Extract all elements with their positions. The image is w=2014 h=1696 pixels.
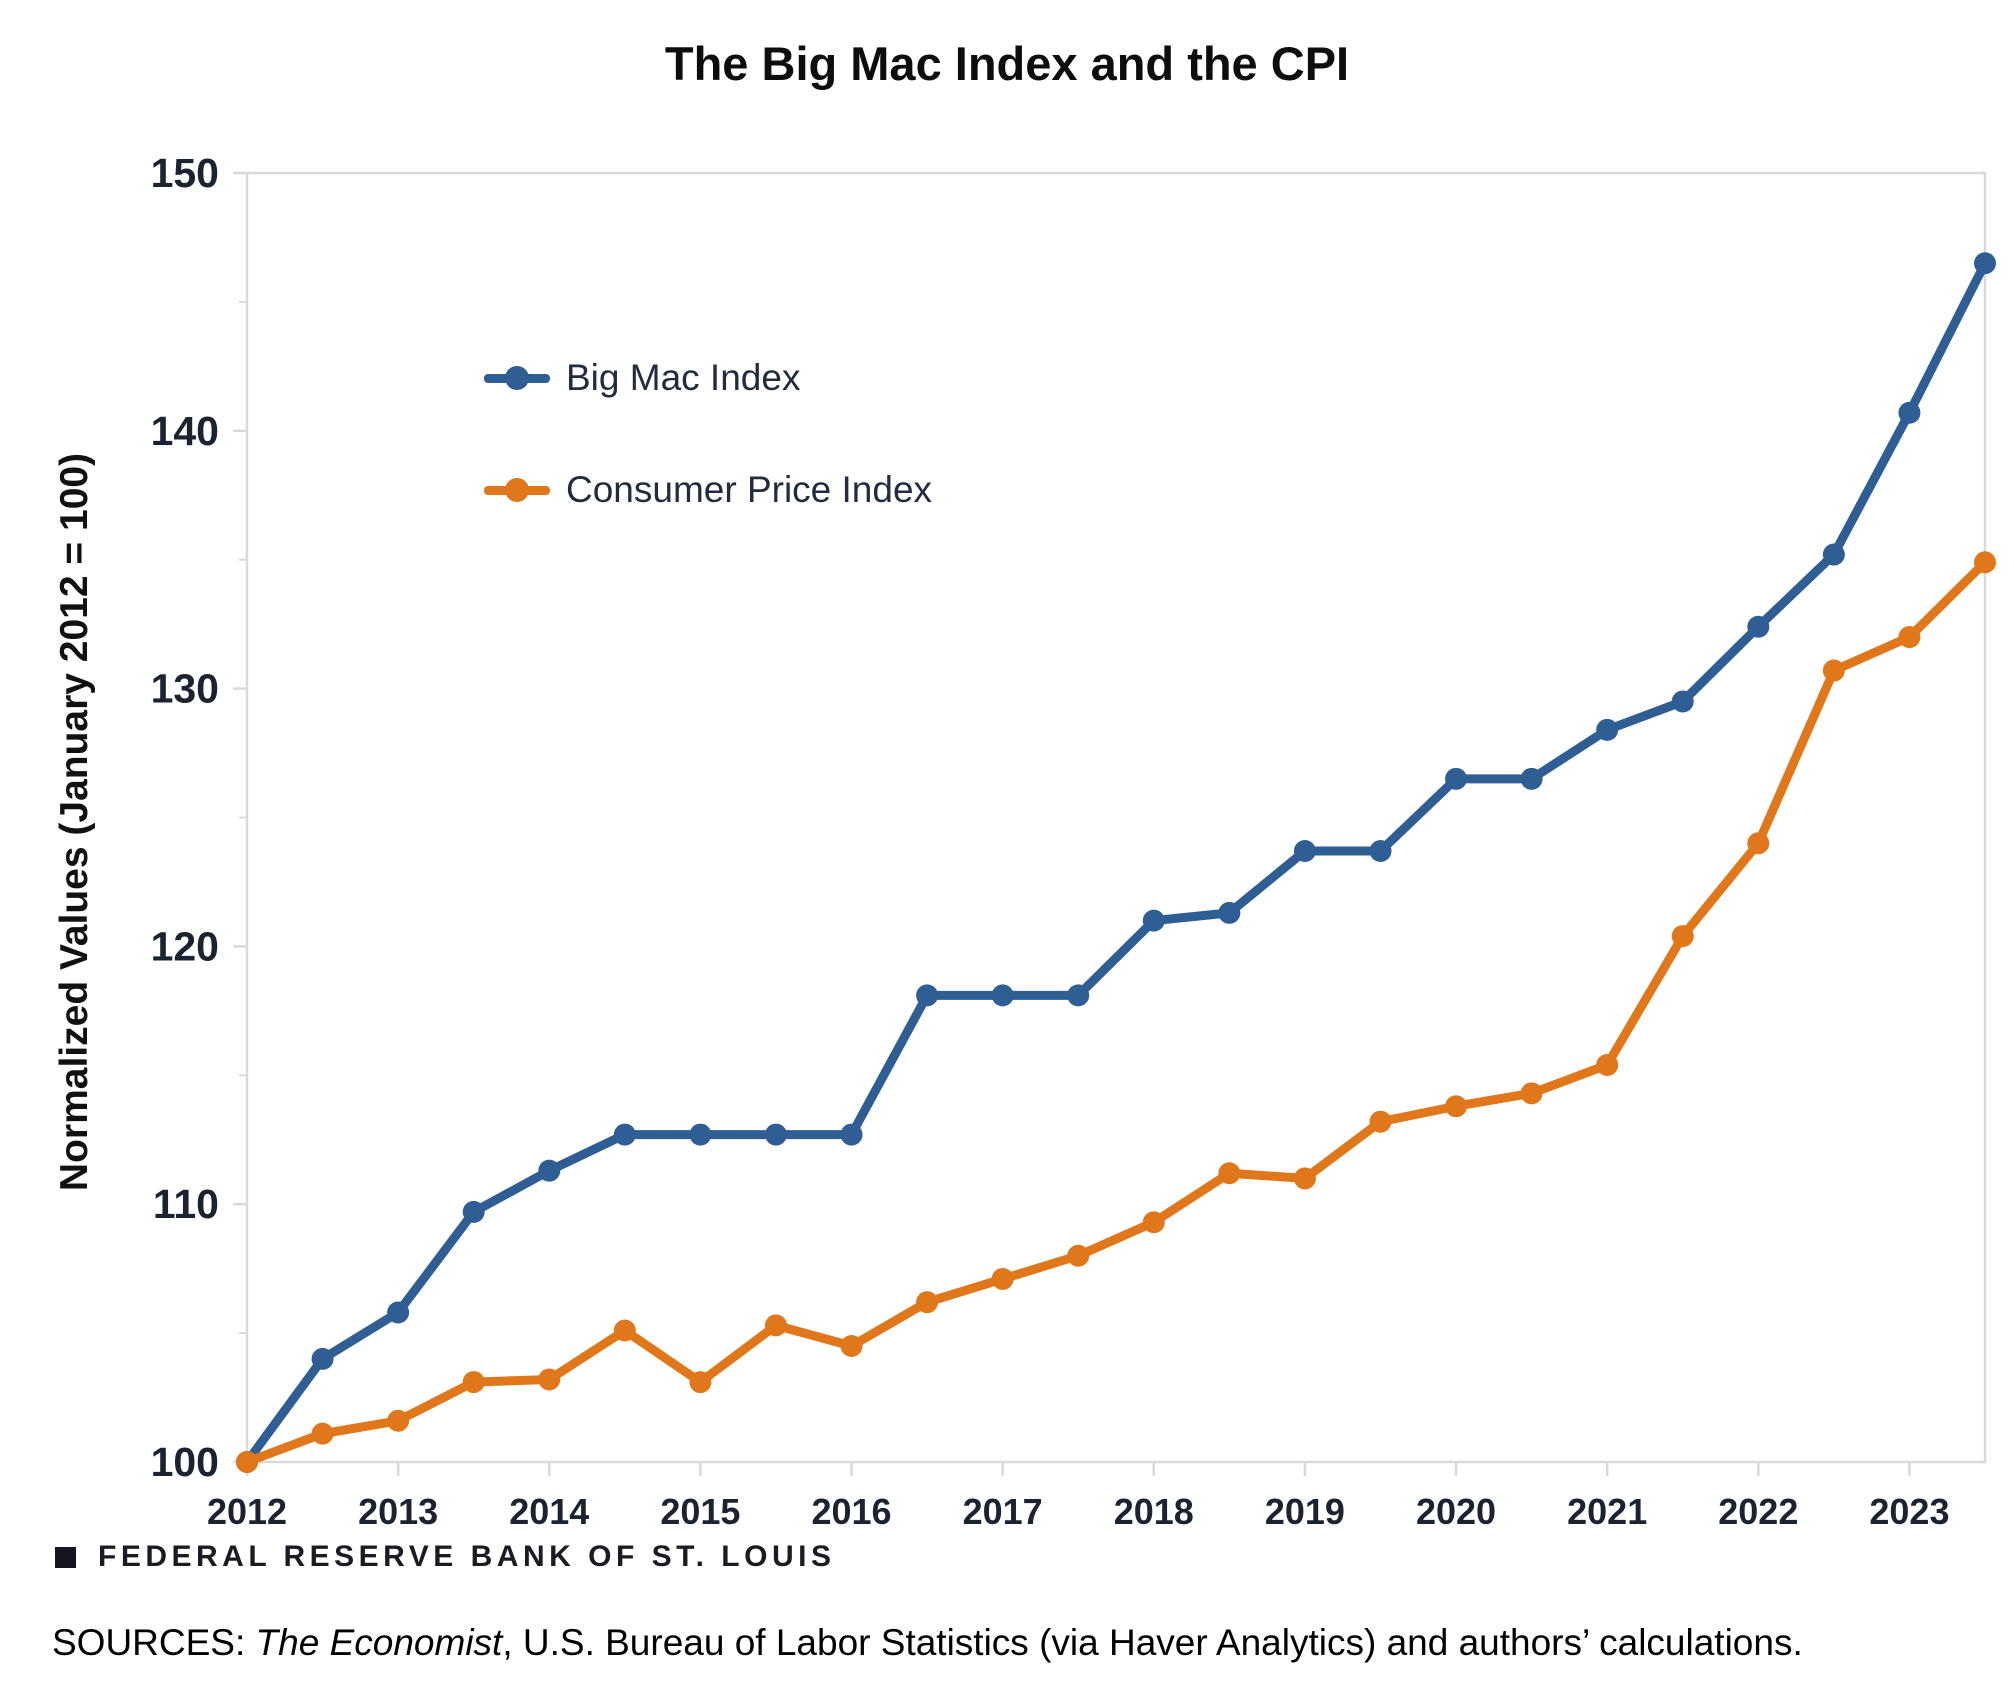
legend-label: Consumer Price Index (566, 469, 933, 510)
data-point-consumer-price-index (1520, 1082, 1543, 1105)
big-mac-legend-marker-icon (484, 366, 550, 390)
data-point-big-mac-index (764, 1123, 787, 1146)
chart-title: The Big Mac Index and the CPI (664, 37, 1350, 90)
data-point-consumer-price-index (991, 1267, 1014, 1290)
data-point-consumer-price-index (311, 1422, 334, 1445)
data-point-consumer-price-index (387, 1409, 410, 1432)
data-point-big-mac-index (1898, 401, 1921, 424)
data-point-big-mac-index (311, 1347, 334, 1370)
y-tick-label: 120 (151, 923, 219, 969)
y-tick-label: 140 (151, 408, 219, 454)
footer-brand: FEDERAL RESERVE BANK OF ST. LOUIS (55, 1540, 835, 1574)
data-point-big-mac-index (538, 1159, 561, 1182)
data-point-big-mac-index (1067, 984, 1090, 1007)
y-axis-title: Normalized Values (January 2012 = 100) (53, 452, 96, 1192)
data-point-consumer-price-index (689, 1371, 712, 1394)
data-point-consumer-price-index (1218, 1162, 1241, 1185)
x-tick-label: 2018 (1114, 1491, 1194, 1532)
legend-item-big-mac-index: Big Mac Index (484, 353, 800, 403)
x-tick-label: 2013 (358, 1491, 438, 1532)
x-tick-label: 2021 (1567, 1491, 1647, 1532)
footer-brand-text: FEDERAL RESERVE BANK OF ST. LOUIS (98, 1540, 836, 1573)
series-line-consumer-price-index (242, 557, 1990, 1467)
data-point-big-mac-index (991, 984, 1014, 1007)
data-point-big-mac-index (1369, 840, 1392, 863)
data-point-big-mac-index (1974, 252, 1996, 275)
y-tick-label: 130 (151, 666, 219, 712)
x-tick-label: 2019 (1265, 1491, 1345, 1532)
square-bullet-icon (55, 1546, 76, 1568)
data-point-big-mac-index (462, 1200, 485, 1223)
legend-label: Big Mac Index (566, 357, 801, 398)
sources-line: SOURCES: The Economist, U.S. Bureau of L… (52, 1622, 1803, 1664)
x-tick-label: 2015 (660, 1491, 740, 1532)
data-point-big-mac-index (1671, 690, 1694, 713)
x-tick-label: 2020 (1416, 1491, 1496, 1532)
x-tick-label: 2017 (963, 1491, 1043, 1532)
data-point-consumer-price-index (613, 1319, 636, 1342)
sources-prefix: SOURCES: (52, 1622, 256, 1663)
data-point-big-mac-index (387, 1301, 410, 1324)
x-tick-label: 2023 (1869, 1491, 1949, 1532)
data-point-consumer-price-index (1898, 626, 1921, 649)
data-point-consumer-price-index (1596, 1053, 1619, 1076)
data-point-consumer-price-index (1369, 1110, 1392, 1133)
cpi-legend-marker-icon (484, 478, 550, 502)
data-point-big-mac-index (1142, 909, 1165, 932)
data-point-big-mac-index (840, 1123, 863, 1146)
data-point-consumer-price-index (1067, 1244, 1090, 1267)
data-point-big-mac-index (1747, 615, 1770, 638)
data-point-consumer-price-index (1822, 659, 1845, 682)
data-point-consumer-price-index (1747, 832, 1770, 855)
data-point-consumer-price-index (1671, 925, 1694, 948)
data-point-consumer-price-index (462, 1371, 485, 1394)
data-point-big-mac-index (1293, 840, 1316, 863)
data-point-big-mac-index (1596, 718, 1619, 741)
data-point-consumer-price-index (840, 1334, 863, 1357)
data-point-big-mac-index (1520, 767, 1543, 790)
x-tick-label: 2022 (1718, 1491, 1798, 1532)
data-point-consumer-price-index (1142, 1211, 1165, 1234)
y-tick-label: 150 (151, 150, 219, 196)
data-point-big-mac-index (689, 1123, 712, 1146)
data-point-big-mac-index (1218, 901, 1241, 924)
data-point-big-mac-index (613, 1123, 636, 1146)
y-tick-label: 100 (151, 1439, 219, 1485)
x-tick-label: 2014 (509, 1491, 589, 1532)
data-point-big-mac-index (1822, 543, 1845, 566)
x-tick-label: 2016 (811, 1491, 891, 1532)
x-tick-label: 2012 (207, 1491, 287, 1532)
legend-item-consumer-price-index: Consumer Price Index (484, 465, 932, 515)
sources-rest: , U.S. Bureau of Labor Statistics (via H… (502, 1622, 1803, 1663)
sources-italic: The Economist (255, 1622, 503, 1663)
data-point-consumer-price-index (236, 1451, 258, 1473)
data-point-consumer-price-index (1293, 1167, 1316, 1190)
data-point-big-mac-index (916, 984, 939, 1007)
data-point-consumer-price-index (1445, 1095, 1468, 1118)
series-line-big-mac-index (242, 258, 1990, 1467)
data-point-consumer-price-index (764, 1314, 787, 1337)
data-point-consumer-price-index (1974, 551, 1996, 574)
y-tick-label: 110 (153, 1181, 219, 1227)
data-point-consumer-price-index (916, 1291, 939, 1314)
data-point-consumer-price-index (538, 1368, 561, 1391)
data-point-big-mac-index (1445, 767, 1468, 790)
